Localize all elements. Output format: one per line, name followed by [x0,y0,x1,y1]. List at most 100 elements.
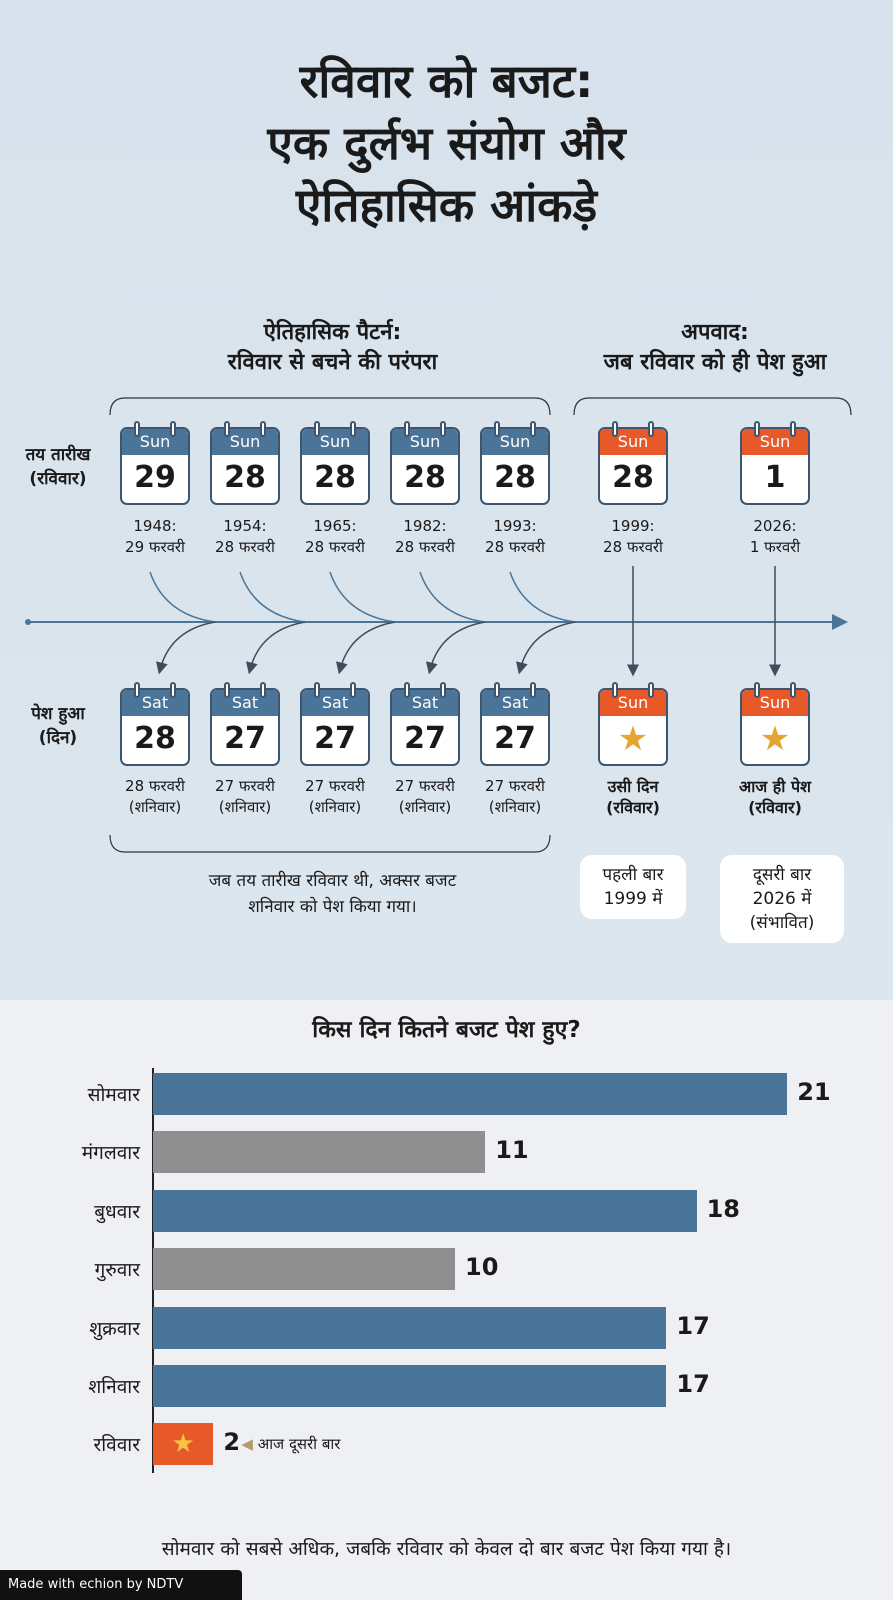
bar-category-label: शनिवार [88,1376,140,1398]
label-line: 28 फरवरी [215,538,275,556]
presented-calendar: Sat 28 [120,682,190,766]
calendar-date: 28 [404,460,446,495]
bubble-line: 1999 में [603,889,663,909]
note-line: जब तय तारीख रविवार थी, अक्सर बजट [208,871,457,891]
label-line: (शनिवार) [398,798,452,816]
scheduled-calendar: Sun 28 [598,421,668,505]
label-line: 2026: [753,517,797,535]
label-line: 1 फरवरी [749,538,801,556]
bar-category-label: सोमवार [87,1084,140,1106]
arrow-icon [246,621,306,675]
bubble-line: (संभावित) [749,913,815,933]
saturday-bracket [109,834,551,853]
star-icon: ★ [759,719,791,759]
ring-icon [134,421,140,437]
chart-footer-note: सोमवार को सबसे अधिक, जबकि रविवार को केवल… [161,1538,732,1560]
label-line: आज ही पेश [739,777,811,796]
ring-icon [754,421,760,437]
arrow-icon [156,621,216,675]
arrow-icon [336,621,396,675]
bar-value-label: 17 [676,1311,710,1340]
calendar-date: 28 [224,460,266,495]
arrow-icon [426,621,486,675]
presented-date-label: 27 फरवरी (शनिवार) [287,776,383,818]
label-line: 1965: [313,517,357,535]
label-line: (दिन) [38,728,78,748]
ring-icon [494,421,500,437]
bar-category-label: गुरुवार [94,1259,140,1282]
ring-icon [404,421,410,437]
page-title: रविवार को बजट: एक दुर्लभ संयोग और ऐतिहास… [0,50,893,236]
second-time-bubble: दूसरी बार 2026 में (संभावित) [720,855,844,943]
ring-icon [648,682,654,698]
bar [153,1131,486,1174]
bar [153,1073,788,1115]
calendar-date: 29 [134,460,176,495]
presented-calendar: Sat 27 [210,682,280,766]
ring-icon [170,682,176,698]
scheduled-date-label: 1954: 28 फरवरी [197,516,293,558]
calendar-day: Sun [302,429,368,455]
curve-connector [509,571,576,623]
calendar-date: 28 [314,460,356,495]
ring-icon [790,682,796,698]
star-icon: ★ [171,1429,195,1460]
scheduled-calendar: Sun 28 [300,421,370,505]
bar-value-label: 17 [676,1370,710,1398]
calendar-day: Sun [212,429,278,455]
curve-connector [149,571,216,623]
bar-value-label: 21 [797,1078,831,1106]
label-line: 28 फरवरी [395,538,455,556]
curve-connector [419,571,486,623]
calendar-date: 27 [314,721,356,756]
scheduled-calendar: Sun 1 [740,421,810,505]
presented-calendar: Sat 27 [390,682,460,766]
title-line: रविवार को बजट: [299,54,594,108]
label-line: (शनिवार) [308,798,362,816]
calendar-date: 27 [494,721,536,756]
label-line: 27 फरवरी [485,777,545,795]
presented-calendar: Sat 27 [300,682,370,766]
scheduled-calendar: Sun 28 [390,421,460,505]
label-line: पेश हुआ [31,704,85,724]
scheduled-date-label: 1965: 28 फरवरी [287,516,383,558]
curve-connector [329,571,396,623]
scheduled-date-label: 2026: 1 फरवरी [727,516,823,558]
scheduled-calendar: Sun 28 [480,421,550,505]
made-with-badge[interactable]: Made with echion by NDTV [0,1570,242,1600]
calendar-day: Sun [482,429,548,455]
scheduled-calendar: Sun 29 [120,421,190,505]
bar-value-label: 10 [465,1253,499,1282]
bar [153,1189,697,1232]
scheduled-date-label: 1993: 28 फरवरी [467,516,563,558]
ring-icon [530,421,536,437]
ring-icon [134,682,140,698]
bubble-line: 2026 में [752,889,812,909]
first-time-bubble: पहली बार 1999 में [580,855,686,919]
label-line: (रविवार) [29,469,87,489]
bar [153,1365,667,1407]
calendar-day: Sat [122,690,188,716]
presented-row-label: पेश हुआ (दिन) [8,702,108,750]
bar-category-label: रविवार [93,1434,140,1457]
label-line: 1948: [133,517,177,535]
exception-bracket [573,397,852,416]
calendar-day: Sat [212,690,278,716]
bar [153,1248,455,1291]
bar [153,1306,667,1349]
label-line: 1954: [223,517,267,535]
bar-value-label: 11 [495,1136,529,1165]
ring-icon [790,421,796,437]
label-line: (शनिवार) [488,798,542,816]
exception-heading: अपवाद: जब रविवार को ही पेश हुआ [570,318,860,378]
scheduled-date-label: 1948: 29 फरवरी [107,516,203,558]
arrow-icon [516,621,576,675]
calendar-day: Sat [482,690,548,716]
calendar-day: Sun [742,690,808,716]
ring-icon [754,682,760,698]
ring-icon [314,421,320,437]
calendar-date: 27 [404,721,446,756]
star-icon: ★ [617,719,649,759]
bar-value-label: 2 [223,1428,241,1457]
calendar-date: 27 [224,721,266,756]
